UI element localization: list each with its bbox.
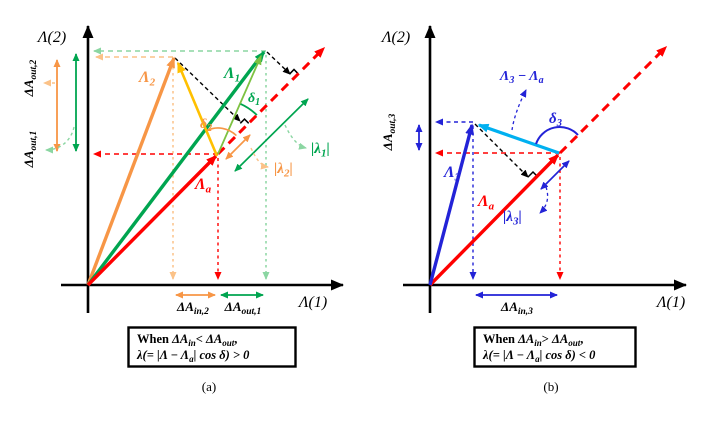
b-x-axis-label: Λ(1): [655, 294, 685, 311]
a-mag-lambda2-label: |λ2|: [274, 161, 293, 180]
a-caption: (a): [202, 379, 216, 394]
a-leader-mag-lambda1: [284, 124, 307, 150]
a-vector-lambda-a: [86, 154, 218, 287]
a-right-angle-icon-1: [289, 68, 299, 75]
b-delta3-arc: [535, 126, 579, 145]
b-delta3-label: δ3: [549, 111, 562, 129]
b-reference-dashed-extension: [558, 45, 668, 155]
b-span-arrow-mag-lambda3: [540, 160, 570, 190]
b-caption: (b): [543, 379, 558, 394]
a-condition-box: [127, 326, 297, 368]
b-vector-lambda3: [428, 123, 474, 286]
a-condition-line2: λ(= |Λ − Λa| cos δ) > 0: [136, 348, 250, 364]
b-vector-lambda3-minus-a: [477, 123, 560, 155]
a-mag-lambda1-label: |λ1|: [311, 141, 330, 160]
a-lambda2-label: Λ2: [138, 69, 156, 89]
a-delta2-label: δ2: [200, 117, 212, 134]
a-in2-span-label: ΔAin,2: [176, 299, 209, 317]
a-vector-lambda1: [86, 50, 266, 287]
a-span-arrow-mag-lambda1: [234, 98, 309, 172]
a-span-arrow-mag-lambda2: [225, 134, 251, 160]
a-x-axis-label: Λ(1): [297, 294, 327, 311]
a-lambda-a-label: Λa: [194, 176, 212, 196]
a-y-axis-label: Λ(2): [36, 29, 66, 46]
a-out1-span-label-x: ΔAout,1: [224, 299, 262, 317]
b-leader-mag-lambda3: [539, 186, 549, 214]
b-condition-box: [473, 326, 637, 368]
a-perpendicular-lambda1: [266, 51, 291, 75]
b-condition-line2: λ(= |Λ − Λa| cos δ) < 0: [482, 348, 596, 364]
a-vector-lambda2-minus-a: [176, 61, 219, 157]
a-leader-out1: [45, 126, 75, 154]
b-lambda-a-label: Λa: [477, 193, 495, 213]
a-delta1-label: δ1: [248, 91, 260, 108]
b-condition-line1: When ΔAin> ΔAout,: [483, 332, 583, 348]
a-lambda1-label: Λ1: [223, 65, 240, 85]
b-difference-label: Λ3 − Λa: [499, 69, 544, 86]
a-out1-span-label-y: ΔAout,1: [21, 131, 39, 169]
b-vector-lambda-a: [428, 153, 560, 287]
a-leader-mag-lambda2: [250, 147, 269, 170]
b-mag-lambda3-label: |λ3|: [503, 209, 522, 228]
a-vector-lambda2: [86, 56, 176, 286]
b-lambda3-label: Λ3: [443, 164, 461, 184]
b-in3-span-label: ΔAin,3: [500, 299, 533, 317]
b-y-axis-label: Λ(2): [380, 29, 410, 46]
b-leader-difference: [511, 89, 527, 131]
a-perpendicular-lambda2: [174, 57, 241, 122]
a-right-angle-icon-2: [239, 118, 250, 124]
a-condition-line1: When ΔAin< ΔAout,: [137, 332, 237, 348]
b-perpendicular-lambda3: [474, 123, 529, 178]
a-out2-span-label: ΔAout,2: [21, 59, 39, 97]
panel-a: Λ(2) Λ(1) Λ2 Λ1 Λa δ1 δ2 |λ1| |λ2| ΔAout…: [21, 25, 344, 394]
b-out3-span-label: ΔAout,3: [380, 113, 398, 151]
panel-b: Λ(2) Λ(1) Λ3 Λa Λ3 − Λa δ3 |λ3| ΔAout,3 …: [380, 25, 687, 394]
a-reference-dashed-extension: [216, 46, 326, 156]
